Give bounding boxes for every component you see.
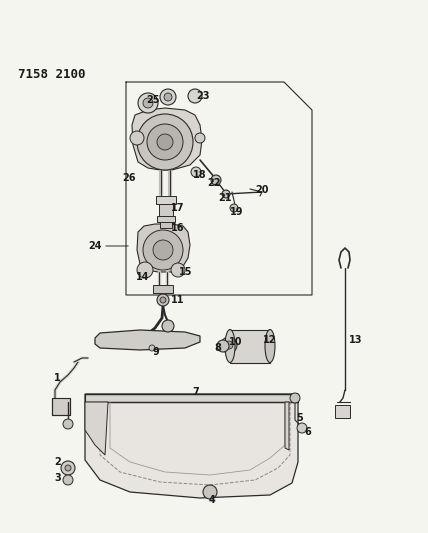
Circle shape [157, 294, 169, 306]
Text: 26: 26 [122, 173, 136, 183]
Circle shape [195, 133, 205, 143]
Circle shape [137, 114, 193, 170]
Circle shape [191, 167, 201, 177]
Bar [156, 196, 176, 204]
Text: 3: 3 [55, 473, 61, 483]
Text: 14: 14 [136, 272, 150, 282]
Text: 5: 5 [297, 413, 303, 423]
Circle shape [297, 423, 307, 433]
Circle shape [137, 262, 153, 278]
Circle shape [211, 175, 221, 185]
Polygon shape [335, 405, 350, 418]
Polygon shape [85, 394, 298, 498]
Circle shape [290, 393, 300, 403]
Text: 13: 13 [349, 335, 363, 345]
Text: 23: 23 [196, 91, 210, 101]
Circle shape [164, 93, 172, 101]
Polygon shape [153, 285, 173, 293]
Text: 9: 9 [153, 347, 159, 357]
Circle shape [63, 475, 73, 485]
Circle shape [160, 89, 176, 105]
Circle shape [230, 204, 238, 212]
Circle shape [153, 240, 173, 260]
Text: 7: 7 [193, 387, 199, 397]
Text: 11: 11 [171, 295, 185, 305]
Text: 10: 10 [229, 337, 243, 347]
Text: 19: 19 [230, 207, 244, 217]
Circle shape [217, 340, 229, 352]
Polygon shape [285, 402, 289, 450]
Circle shape [157, 134, 173, 150]
Bar [157, 216, 175, 222]
Text: 15: 15 [179, 267, 193, 277]
Text: 18: 18 [193, 170, 207, 180]
Polygon shape [95, 330, 200, 350]
Text: 7158 2100: 7158 2100 [18, 68, 86, 81]
Circle shape [138, 93, 158, 113]
Circle shape [222, 190, 230, 198]
Text: 25: 25 [146, 95, 160, 105]
Text: 20: 20 [255, 185, 269, 195]
Text: 4: 4 [208, 495, 215, 505]
Text: 6: 6 [305, 427, 312, 437]
Polygon shape [132, 108, 202, 170]
Ellipse shape [225, 329, 235, 362]
Polygon shape [85, 402, 108, 455]
Circle shape [65, 465, 71, 471]
Circle shape [143, 98, 153, 108]
Circle shape [171, 263, 185, 277]
Text: 1: 1 [54, 373, 60, 383]
Circle shape [143, 230, 183, 270]
Text: 22: 22 [207, 178, 221, 188]
Circle shape [147, 124, 183, 160]
Circle shape [149, 345, 155, 351]
Polygon shape [52, 398, 70, 415]
Text: 2: 2 [55, 457, 61, 467]
Text: 8: 8 [214, 343, 221, 353]
Circle shape [221, 337, 237, 353]
Text: 16: 16 [171, 223, 185, 233]
Circle shape [130, 131, 144, 145]
Circle shape [188, 89, 202, 103]
Text: 21: 21 [218, 193, 232, 203]
Circle shape [63, 419, 73, 429]
Circle shape [61, 461, 75, 475]
Circle shape [225, 341, 233, 349]
Text: 17: 17 [171, 203, 185, 213]
Circle shape [162, 320, 174, 332]
Polygon shape [230, 330, 270, 363]
Bar [159, 204, 173, 216]
Ellipse shape [265, 329, 275, 362]
Text: 12: 12 [263, 335, 277, 345]
Circle shape [203, 485, 217, 499]
Polygon shape [85, 394, 298, 402]
Text: 24: 24 [88, 241, 102, 251]
Bar [160, 222, 172, 228]
Circle shape [160, 297, 166, 303]
Polygon shape [137, 224, 190, 272]
